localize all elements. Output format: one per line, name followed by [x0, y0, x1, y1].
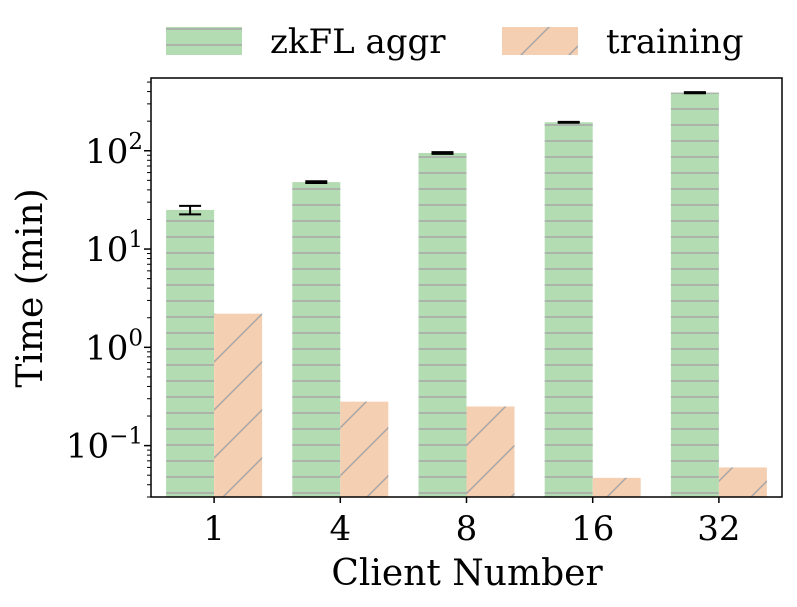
bar-hatch-training-8 [466, 406, 515, 497]
legend-label-zkfl-aggr: zkFL aggr [270, 22, 446, 62]
bar-hatch-zkfl-aggr-16 [544, 122, 593, 497]
bar-hatch-zkfl-aggr-1 [166, 209, 215, 497]
y-tick-label-−1: 10−1 [66, 424, 143, 467]
y-tick-label-0: 100 [85, 325, 143, 368]
bar-hatch-zkfl-aggr-32 [670, 92, 719, 498]
legend-label-training: training [606, 22, 744, 62]
x-tick-label-8: 8 [456, 509, 478, 549]
y-axis: 10−1 100 101 102 [66, 81, 151, 498]
x-tick-label-16: 16 [571, 509, 614, 549]
bar-hatch-training-32 [718, 467, 767, 497]
bar-hatch-zkfl-aggr-4 [292, 182, 341, 498]
x-axis-title: Client Number [331, 553, 603, 594]
x-axis: 1 4 8 16 32 [203, 497, 741, 549]
bar-hatch-zkfl-aggr-8 [418, 152, 467, 497]
bar-hatch-training-4 [340, 401, 389, 497]
legend-swatch-training-hatch [502, 27, 578, 55]
y-tick-label-1: 101 [85, 227, 143, 270]
y-tick-label-2: 102 [85, 129, 143, 172]
x-tick-label-32: 32 [697, 509, 740, 549]
bars-group [166, 91, 767, 498]
y-axis-title: Time (min) [10, 188, 51, 387]
legend-swatch-zkfl-aggr-hatch [166, 27, 242, 55]
legend: zkFL aggr training [166, 22, 744, 62]
bar-hatch-training-1 [214, 313, 263, 497]
x-tick-label-1: 1 [203, 509, 225, 549]
x-tick-label-4: 4 [329, 509, 351, 549]
bar-hatch-training-16 [592, 477, 641, 497]
plot-frame [150, 77, 783, 498]
